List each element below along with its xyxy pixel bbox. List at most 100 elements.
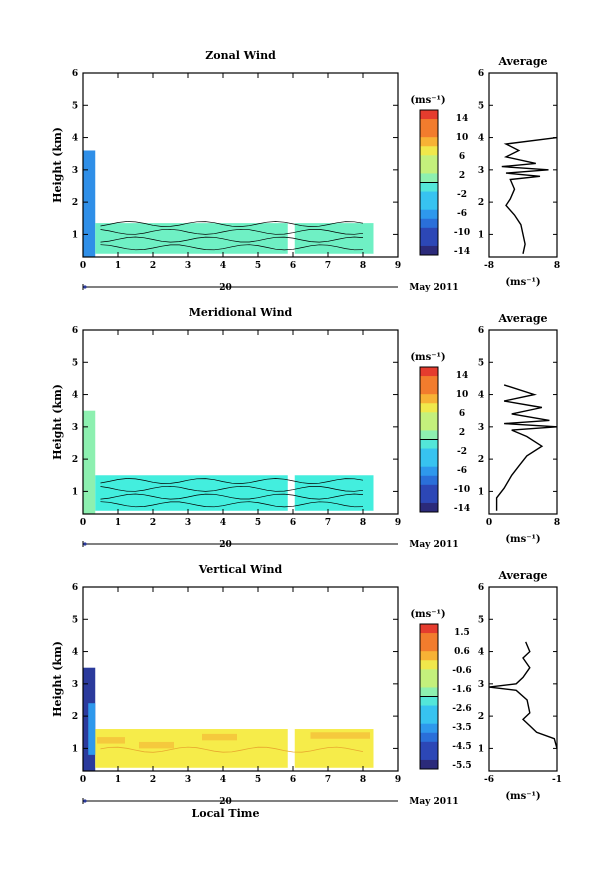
- colorbar-swatch: [420, 741, 438, 752]
- colorbar-swatch: [420, 448, 438, 459]
- y-tick-label: 2: [72, 712, 78, 722]
- colorbar-unit: (ms⁻¹): [410, 352, 445, 363]
- colorbar-tick-label: 14: [456, 114, 469, 124]
- plot-frame: [82, 72, 399, 258]
- profile-y-tick-label: 4: [478, 391, 484, 401]
- colorbar-tick-label: 2: [459, 171, 465, 181]
- profile-x-tick-label: -1: [552, 775, 562, 785]
- colorbar-swatch: [420, 110, 438, 120]
- colorbar-swatch: [420, 245, 438, 256]
- heatmap-region: [95, 223, 374, 254]
- contour-line: [100, 485, 364, 492]
- colorbar-swatch: [420, 200, 438, 211]
- contour-line: [100, 236, 364, 243]
- x-tick-label: 0: [80, 775, 86, 785]
- profile-frame: [488, 72, 558, 258]
- profile-y-tick-label: 1: [478, 744, 484, 754]
- colorbar-swatch: [420, 732, 438, 743]
- profile-y-tick-label: 3: [478, 680, 484, 690]
- x-tick-label: 7: [325, 775, 331, 785]
- y-tick-label: 5: [72, 358, 78, 368]
- contour-line: [100, 478, 364, 484]
- profile-x-tick-label: -8: [484, 261, 494, 271]
- y-tick-label: 6: [72, 583, 78, 593]
- y-tick-label: 6: [72, 326, 78, 336]
- colorbar-swatch: [420, 376, 438, 386]
- colorbar-swatch: [420, 624, 438, 634]
- x-tick-label: 6: [290, 261, 296, 271]
- profile-x-tick-label: 0: [486, 518, 492, 528]
- heatmap-region: [83, 150, 96, 257]
- contour-line: [100, 228, 364, 235]
- plot-frame: [82, 329, 399, 515]
- date-label: May 2011: [409, 797, 458, 807]
- x-tick-label: 5: [255, 261, 261, 271]
- colorbar-swatch: [420, 146, 438, 156]
- profile-x-tick-label: 8: [554, 261, 560, 271]
- colorbar-swatch: [420, 209, 438, 220]
- y-tick-label: 1: [72, 230, 78, 240]
- colorbar-tick-label: -10: [454, 228, 470, 238]
- date-axis-marker: [83, 799, 87, 803]
- y-axis-label: Height (km): [51, 384, 64, 460]
- x-tick-label: 8: [360, 261, 366, 271]
- colorbar-swatch: [420, 430, 438, 440]
- colorbar-swatch: [420, 475, 438, 486]
- profile-y-tick-label: 3: [478, 423, 484, 433]
- colorbar-swatch: [420, 642, 438, 652]
- colorbar-swatch: [420, 403, 438, 413]
- colorbar-swatch: [420, 155, 438, 165]
- contour-line: [100, 244, 364, 251]
- profile-y-tick-label: 6: [478, 69, 484, 79]
- y-tick-label: 3: [72, 680, 78, 690]
- profile-line: [495, 384, 558, 511]
- profile-y-tick-label: 4: [478, 134, 484, 144]
- data-gap: [287, 729, 295, 771]
- x-tick-label: 4: [220, 261, 226, 271]
- y-tick-label: 4: [72, 391, 78, 401]
- y-axis-label: Height (km): [51, 127, 64, 203]
- heatmap-region: [202, 733, 237, 741]
- y-tick-label: 3: [72, 423, 78, 433]
- date-axis-marker: [83, 542, 87, 546]
- profile-y-tick-label: 1: [478, 230, 484, 240]
- x-tick-label: 8: [360, 775, 366, 785]
- colorbar-swatch: [420, 128, 438, 138]
- colorbar-tick-label: 6: [459, 152, 465, 162]
- x-tick-label: 8: [360, 518, 366, 528]
- profile-y-tick-label: 6: [478, 326, 484, 336]
- colorbar-swatch: [420, 191, 438, 202]
- colorbar-swatch: [420, 633, 438, 643]
- colorbar-tick-label: 14: [456, 371, 469, 381]
- colorbar-swatch: [420, 394, 438, 404]
- colorbar-swatch: [420, 660, 438, 670]
- colorbar-swatch: [420, 412, 438, 422]
- colorbar-swatch: [420, 218, 438, 229]
- colorbar-swatch: [420, 367, 438, 377]
- x-tick-label: 4: [220, 775, 226, 785]
- contour-line: [100, 221, 364, 227]
- profile-frame: [488, 586, 558, 772]
- profile-y-tick-label: 5: [478, 101, 484, 111]
- day-label: 20: [219, 283, 232, 293]
- colorbar-tick-label: 10: [456, 390, 469, 400]
- colorbar-swatch: [420, 493, 438, 504]
- profile-y-tick-label: 1: [478, 487, 484, 497]
- profile-unit: (ms⁻¹): [505, 277, 540, 288]
- profile-y-tick-label: 3: [478, 166, 484, 176]
- y-tick-label: 5: [72, 101, 78, 111]
- colorbar-tick-label: -14: [454, 504, 470, 514]
- profile-line: [501, 136, 558, 254]
- colorbar-tick-label: -14: [454, 247, 470, 257]
- colorbar-unit: (ms⁻¹): [410, 609, 445, 620]
- day-label: 20: [219, 540, 232, 550]
- colorbar-tick-label: -3.5: [452, 723, 471, 733]
- y-axis-label: Height (km): [51, 641, 64, 717]
- x-tick-label: 1: [115, 518, 121, 528]
- profile-frame: [488, 329, 558, 515]
- colorbar-swatch: [420, 502, 438, 513]
- colorbar-swatch: [420, 678, 438, 688]
- colorbar-swatch: [420, 669, 438, 679]
- colorbar-unit: (ms⁻¹): [410, 95, 445, 106]
- heatmap-region: [139, 741, 174, 749]
